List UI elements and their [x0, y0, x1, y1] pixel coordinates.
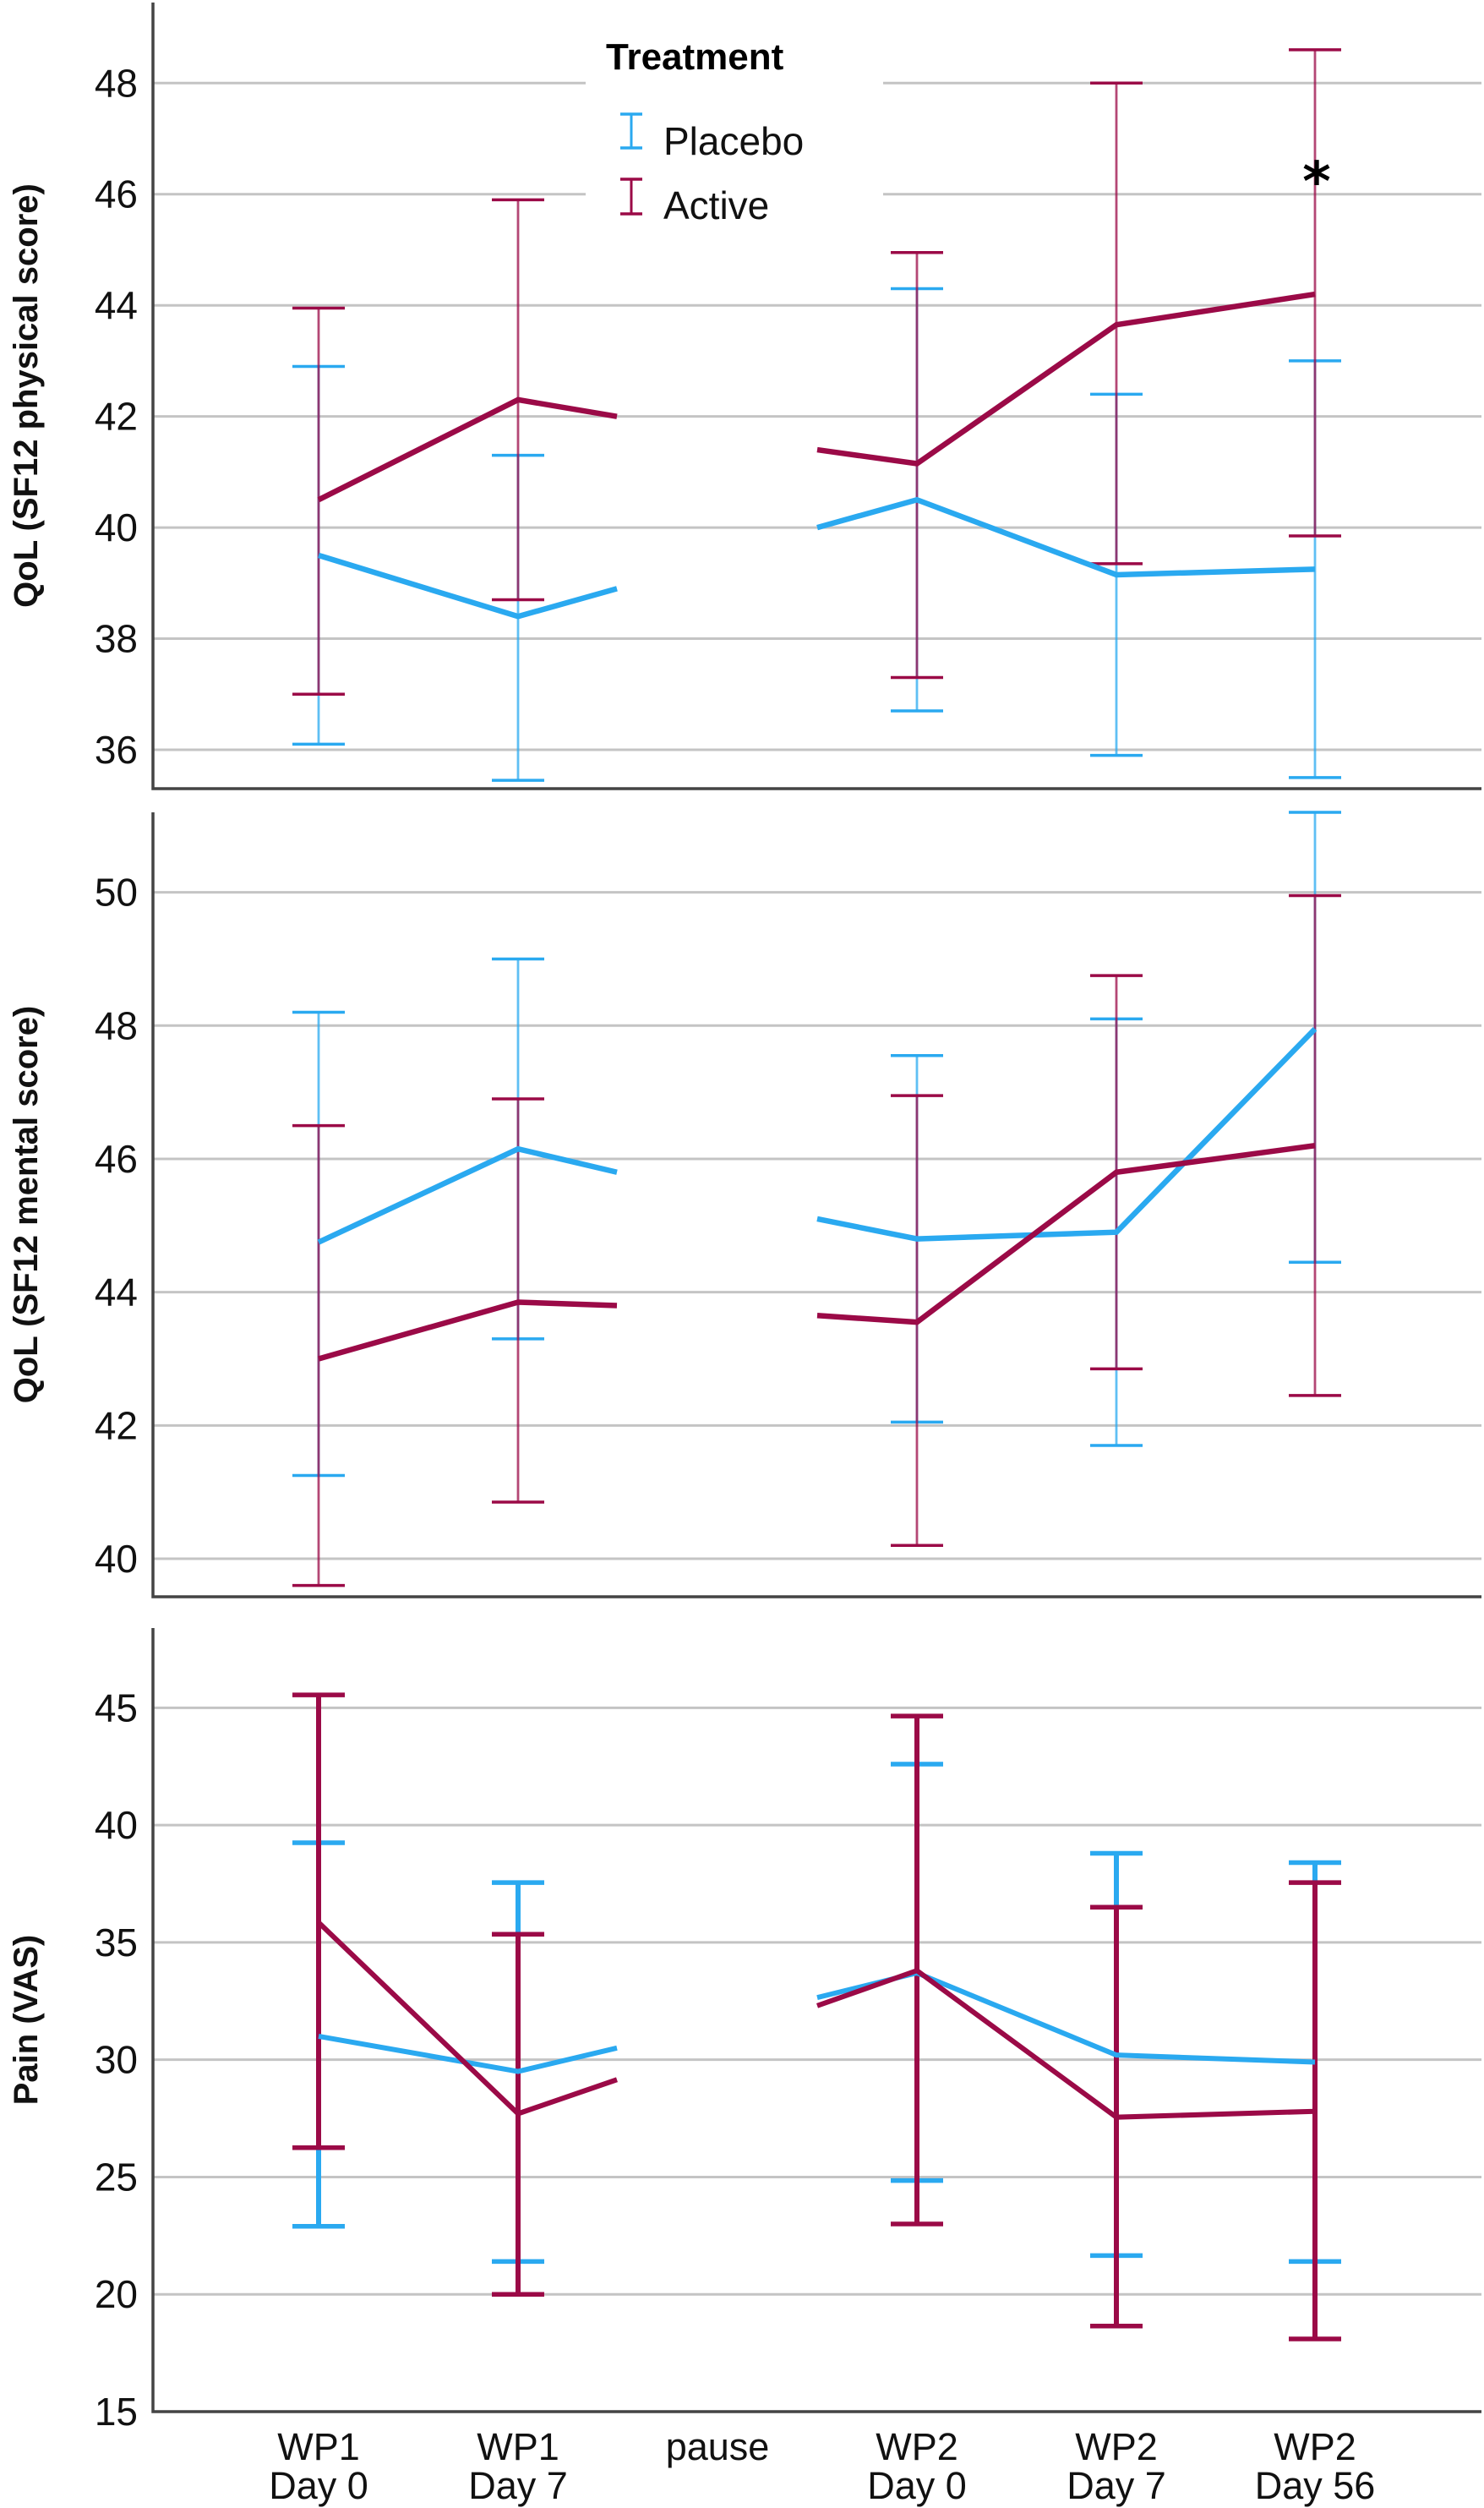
mean-line-wp1	[317, 396, 618, 503]
y-tick-label: 40	[95, 505, 138, 549]
axis-line	[151, 1628, 1481, 2413]
y-tick-label: 46	[95, 172, 138, 216]
y-tick-label: 35	[95, 1921, 138, 1964]
axis-line	[151, 3, 1481, 790]
y-tick-label: 40	[95, 1803, 138, 1847]
y-tick-label: 45	[95, 1686, 138, 1729]
x-tick-label: WP2	[876, 2425, 958, 2468]
mean-line-wp1	[318, 1299, 618, 1362]
x-tick-label: Day 0	[867, 2464, 967, 2507]
y-tick-label: 48	[95, 1003, 138, 1047]
y-tick-label: 50	[95, 871, 138, 915]
mean-line-active	[317, 291, 1316, 503]
mean-line-wp2	[816, 291, 1316, 467]
y-tick-label: 25	[95, 2155, 138, 2199]
y-tick-label: 46	[95, 1137, 138, 1181]
x-tick-label: Day 7	[468, 2464, 568, 2507]
y-tick-label: 20	[95, 2272, 138, 2316]
x-tick-label: Day 0	[269, 2464, 368, 2507]
errorbars-active	[292, 1692, 1341, 2341]
mean-line-wp1	[316, 1921, 618, 2117]
mean-line-wp2	[816, 496, 1316, 578]
x-tick-label: Day 56	[1255, 2464, 1376, 2507]
mean-line-wp2	[816, 1967, 1316, 2120]
mean-line-active	[316, 1921, 1316, 2120]
y-tick-label: 42	[95, 395, 138, 439]
errorbars-placebo	[292, 1762, 1341, 2265]
legend-errorbar-icon-active	[620, 178, 642, 216]
y-tick-label: 30	[95, 2038, 138, 2082]
mean-line-wp2	[816, 1026, 1318, 1242]
x-tick-label: Day 7	[1067, 2464, 1166, 2507]
y-tick-label: 44	[95, 283, 138, 327]
panel-pain: 15 20 25 30 35 40 45 Pain (VAS)	[8, 1628, 1481, 2434]
mean-line-wp1	[317, 1145, 618, 1245]
y-tick-label: 36	[95, 728, 138, 772]
y-tick-label: 40	[95, 1537, 138, 1581]
panels: 36 38 40 42 44 46 48 QoL (SF12 physical score) *…	[8, 3, 1481, 2434]
legend-background	[586, 19, 883, 226]
x-tick-label: WP1	[477, 2425, 559, 2468]
errorbars-placebo	[292, 287, 1341, 782]
y-axis-title: QoL (SF12 mental score)	[8, 1006, 45, 1404]
y-tick-label: 44	[95, 1270, 138, 1314]
mean-line-placebo	[317, 1026, 1318, 1245]
legend-item-active: Active	[620, 178, 769, 227]
mean-line-active	[318, 1143, 1316, 1362]
x-tick-label: WP1	[277, 2425, 360, 2468]
panel-mental: 40 42 44 46 48 50 QoL (SF12 mental score)	[8, 811, 1481, 1598]
y-tick-label: 48	[95, 61, 138, 105]
axis-line	[151, 812, 1481, 1598]
legend-title: Treatment	[606, 36, 784, 78]
legend: Treatment Placebo Active	[586, 19, 883, 227]
y-tick-label: 15	[95, 2390, 138, 2434]
x-tick-label: WP2	[1075, 2425, 1158, 2468]
y-axis-title: QoL (SF12 physical score)	[8, 183, 45, 608]
significance-marker: *	[1302, 151, 1330, 214]
y-tick-label: 42	[95, 1403, 138, 1447]
legend-item-placebo: Placebo	[620, 112, 804, 163]
y-tick-label: 38	[95, 617, 138, 661]
legend-label-placebo: Placebo	[663, 119, 804, 163]
errorbars-active	[292, 893, 1341, 1587]
mean-line-wp1	[318, 552, 618, 620]
mean-line-placebo	[318, 496, 1316, 620]
legend-label-active: Active	[663, 183, 769, 227]
mean-line-wp2	[816, 1143, 1316, 1325]
y-axis-title: Pain (VAS)	[8, 1935, 45, 2106]
x-tick-label: pause	[666, 2425, 770, 2468]
x-tick-label: WP2	[1274, 2425, 1356, 2468]
errorbars-placebo	[292, 811, 1341, 1478]
mean-line-wp2	[816, 1970, 1316, 2065]
mean-line-placebo	[318, 1970, 1316, 2074]
legend-errorbar-icon-placebo	[620, 112, 642, 150]
